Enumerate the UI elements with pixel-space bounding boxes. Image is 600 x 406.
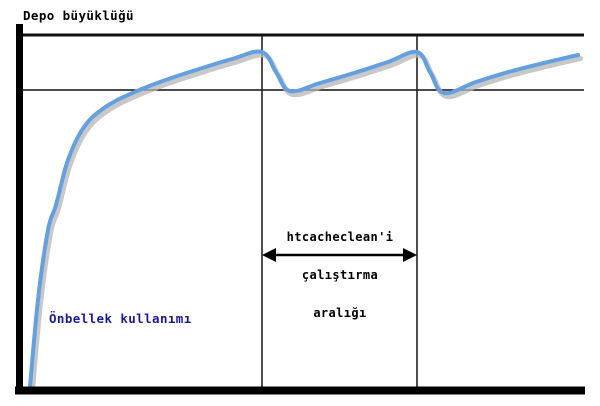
interval-annotation: htcacheclean'i çalıştırma aralığı (262, 206, 418, 345)
axis-title: Depo büyüklüğü (23, 8, 134, 23)
cache-usage-label: Önbellek kullanımı (49, 311, 192, 326)
interval-annotation-line-3: aralığı (313, 305, 367, 320)
interval-arrow-head-left (262, 248, 276, 262)
interval-arrow (262, 248, 417, 262)
interval-arrow-head-right (403, 248, 417, 262)
interval-annotation-line-2: çalıştırma (301, 267, 379, 282)
interval-annotation-line-1: htcacheclean'i (286, 230, 394, 245)
cache-usage-curve (28, 49, 580, 389)
